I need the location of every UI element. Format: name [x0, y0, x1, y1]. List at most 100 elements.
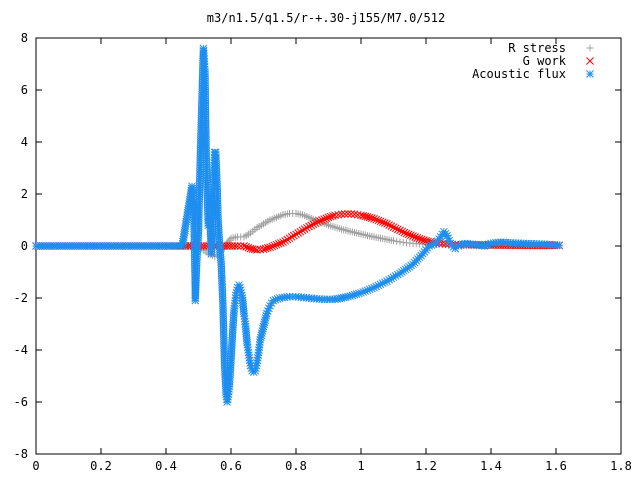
data-point — [302, 223, 311, 232]
data-point — [274, 239, 283, 248]
legend-marker — [586, 70, 594, 78]
data-point — [337, 210, 346, 219]
data-point — [415, 234, 424, 243]
data-point — [393, 237, 401, 245]
legend-marker — [586, 57, 594, 65]
data-point — [350, 210, 359, 219]
y-tick-label: -2 — [14, 291, 28, 305]
x-tick-label: 0.2 — [90, 459, 112, 473]
data-point — [444, 234, 453, 243]
data-point — [374, 216, 383, 225]
data-point — [240, 242, 248, 250]
data-point — [413, 233, 422, 242]
y-tick-label: 8 — [21, 31, 28, 45]
data-point — [320, 215, 329, 223]
axis-tick-labels: 0 0.2 0.4 0.6 0.8 1 1.2 1.4 1.6 1.8 8 6 4 2 0 -2 -4 -6 -8 — [14, 31, 632, 473]
data-point — [365, 213, 374, 222]
data-point — [300, 225, 309, 233]
data-point — [402, 229, 411, 238]
data-point — [309, 220, 318, 229]
x-tick-label: 1.6 — [545, 459, 567, 473]
data-point — [389, 223, 398, 232]
data-point — [393, 225, 402, 234]
data-point — [281, 236, 290, 245]
x-tick-label: 0.6 — [220, 459, 242, 473]
data-point — [287, 233, 296, 241]
data-point — [233, 242, 242, 250]
data-point — [400, 228, 409, 237]
data-point — [283, 235, 292, 244]
data-point — [315, 217, 324, 225]
data-point — [398, 227, 407, 236]
series-2 — [32, 44, 564, 406]
data-point — [404, 230, 413, 239]
data-point — [263, 244, 272, 252]
data-point — [311, 219, 320, 227]
y-tick-label: -8 — [14, 447, 28, 461]
data-point — [396, 226, 404, 235]
data-point — [289, 231, 298, 240]
y-tick-label: -6 — [14, 395, 28, 409]
y-tick-label: 0 — [21, 239, 28, 253]
data-point — [268, 242, 277, 251]
data-point — [253, 246, 261, 254]
data-point — [396, 238, 404, 246]
data-point — [555, 241, 564, 250]
y-tick-label: 4 — [21, 135, 28, 149]
data-point — [298, 226, 307, 235]
data-point — [378, 218, 387, 227]
data-point — [279, 238, 287, 246]
legend-marker — [586, 44, 594, 52]
y-tick-label: -4 — [14, 343, 28, 357]
data-point — [406, 231, 415, 240]
data-point — [417, 235, 426, 244]
data-point — [322, 214, 331, 223]
data-point — [370, 214, 378, 223]
x-tick-label: 1.2 — [415, 459, 437, 473]
data-point — [244, 243, 253, 252]
data-point — [383, 220, 391, 228]
data-point — [347, 210, 356, 218]
x-tick-label: 1.8 — [610, 459, 632, 473]
legend-label: R stress — [508, 41, 566, 55]
y-tick-label: 2 — [21, 187, 28, 201]
data-point — [266, 243, 274, 252]
data-point — [276, 239, 285, 247]
legend-label: G work — [523, 54, 567, 68]
data-point — [399, 238, 407, 246]
x-tick-label: 1.4 — [480, 459, 502, 473]
data-point — [242, 243, 251, 251]
data-point — [334, 210, 343, 219]
data-point — [272, 240, 281, 249]
data-point — [409, 232, 417, 240]
data-point — [259, 245, 268, 253]
data-point — [313, 218, 322, 226]
data-point — [307, 221, 316, 230]
x-tick-label: 0 — [32, 459, 39, 473]
data-point — [391, 224, 400, 233]
data-point — [294, 229, 303, 237]
x-tick-label: 1 — [357, 459, 364, 473]
data-point — [305, 222, 313, 231]
data-point — [387, 222, 396, 231]
data-point — [292, 230, 300, 239]
data-point — [326, 212, 335, 221]
data-point — [270, 241, 279, 250]
data-point — [340, 210, 349, 218]
data-point — [324, 213, 333, 222]
legend-label: Acoustic flux — [472, 67, 566, 81]
data-point — [261, 244, 270, 253]
x-tick-label: 0.4 — [155, 459, 177, 473]
y-tick-label: 6 — [21, 83, 28, 97]
x-tick-label: 0.8 — [285, 459, 307, 473]
data-point — [331, 211, 339, 220]
data-point — [372, 215, 381, 224]
data-point — [231, 242, 239, 250]
data-point — [318, 216, 326, 224]
data-point — [385, 221, 394, 229]
chart-title: m3/n1.5/q1.5/r-+.30-j155/M7.0/512 — [207, 11, 445, 25]
data-point — [390, 237, 397, 245]
